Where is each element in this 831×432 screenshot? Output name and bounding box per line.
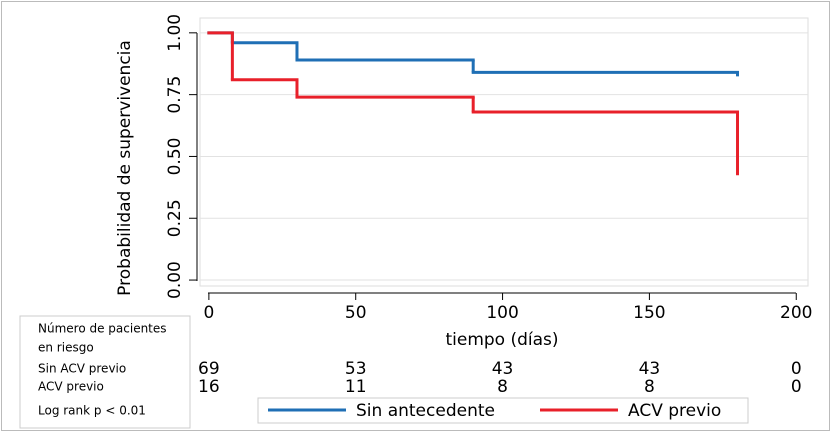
y-tick-label: 0.00 [165,261,185,299]
plot-area [199,17,809,287]
risk-row-label: Sin ACV previo [38,362,126,376]
risk-count: 8 [644,377,655,397]
risk-row-label: ACV previo [38,380,104,394]
risk-count: 16 [198,377,220,397]
risk-count: 43 [492,359,514,379]
legend-label: Sin antecedente [356,401,495,421]
risk-table-title: en riesgo [38,341,94,355]
y-axis-label: Probabilidad de supervivencia [115,40,135,296]
y-tick-label: 0.75 [165,76,185,114]
risk-table-title: Número de pacientes [38,322,167,336]
x-axis-label: tiempo (días) [445,330,558,350]
risk-count: 69 [198,359,220,379]
legend-label: ACV previo [628,401,721,421]
x-tick-label: 100 [486,303,518,323]
risk-count: 8 [497,377,508,397]
risk-count: 43 [639,359,661,379]
note: Log rank p < 0.01 [38,404,146,418]
risk-count: 0 [791,359,802,379]
risk-count: 0 [791,377,802,397]
y-tick-label: 0.25 [165,199,185,237]
y-tick-label: 1.00 [165,14,185,52]
x-tick-label: 0 [203,303,214,323]
y-tick-label: 0.50 [165,138,185,176]
risk-count: 11 [345,377,367,397]
risk-table-frame [19,315,191,429]
risk-count: 53 [345,359,367,379]
x-tick-label: 150 [633,303,665,323]
x-tick-label: 50 [345,303,367,323]
x-tick-label: 200 [780,303,812,323]
